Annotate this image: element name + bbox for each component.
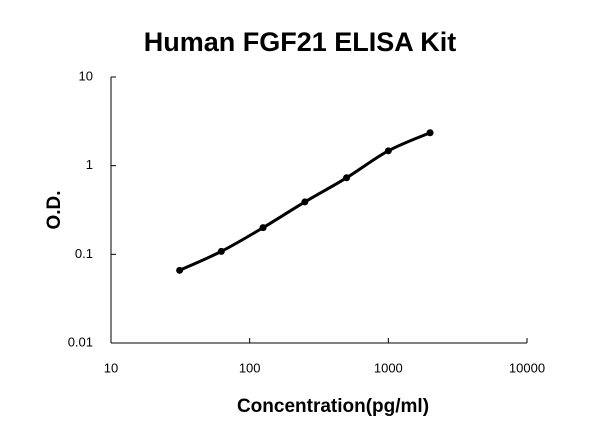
y-tick-label: 0.01 bbox=[68, 334, 93, 349]
data-point bbox=[301, 198, 309, 206]
chart-title: Human FGF21 ELISA Kit bbox=[144, 27, 457, 57]
x-tick-label: 10 bbox=[104, 360, 118, 375]
y-axis-label: O.D. bbox=[44, 190, 65, 229]
x-tick-label: 1000 bbox=[374, 360, 403, 375]
x-axis-label: Concentration(pg/ml) bbox=[237, 396, 429, 417]
y-tick-label: 0.1 bbox=[75, 246, 93, 261]
data-point bbox=[343, 174, 351, 182]
data-point bbox=[259, 224, 267, 232]
x-tick-label: 10000 bbox=[509, 360, 545, 375]
data-point bbox=[217, 247, 225, 255]
x-tick-label: 100 bbox=[239, 360, 261, 375]
y-tick-label: 10 bbox=[79, 68, 93, 83]
data-point bbox=[426, 129, 434, 137]
y-tick-label: 1 bbox=[86, 157, 93, 172]
data-point bbox=[176, 266, 184, 274]
data-point bbox=[384, 147, 392, 155]
